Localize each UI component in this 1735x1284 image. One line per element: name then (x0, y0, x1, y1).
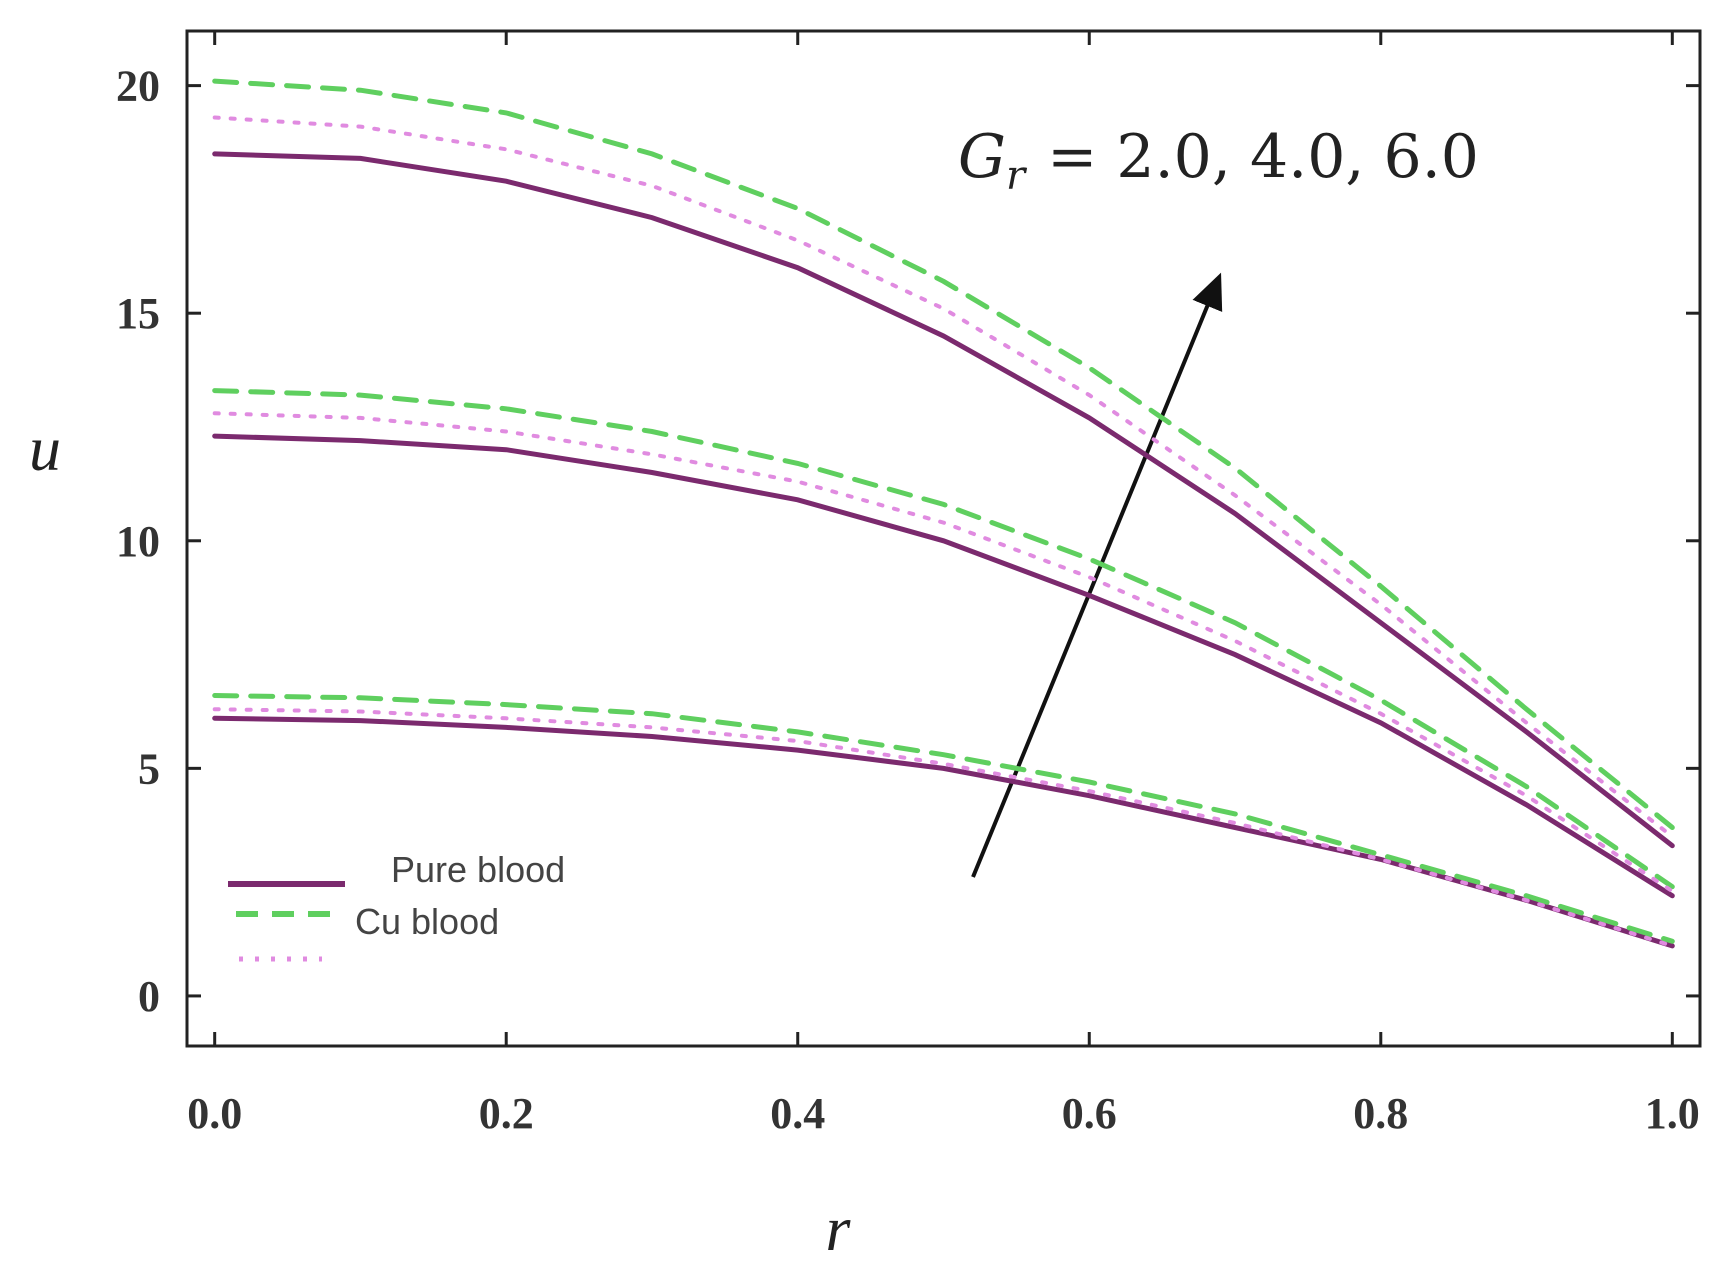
series-line (212, 715, 1675, 949)
annotation-symbol: G (958, 122, 1006, 192)
series-line (212, 78, 1675, 830)
annotation: Gr = 2.0, 4.0, 6.0 (958, 122, 1479, 199)
series-line (212, 411, 1675, 894)
y-tick-label: 10 (116, 517, 160, 566)
legend-label: Pure blood (391, 849, 565, 890)
series-line (212, 707, 1675, 948)
x-tick-label: 0.2 (479, 1089, 534, 1138)
y-tick-label: 15 (116, 289, 160, 338)
y-tick-label: 5 (138, 744, 160, 793)
series-line (212, 151, 1675, 849)
x-tick-label: 0.8 (1353, 1089, 1408, 1138)
x-tick-label: 0.0 (187, 1089, 242, 1138)
y-tick-label: 0 (138, 972, 160, 1021)
x-tick-label: 0.6 (1062, 1089, 1117, 1138)
y-axis-label: u (29, 413, 61, 484)
annotation-subscript: r (1006, 153, 1028, 199)
series-line (212, 693, 1675, 944)
legend-label: Cu blood (355, 901, 499, 942)
plot-frame (185, 29, 1702, 1048)
annotation-text: = 2.0, 4.0, 6.0 (1047, 122, 1479, 192)
y-tick-label: 20 (116, 62, 160, 111)
series-line (212, 115, 1675, 839)
x-tick-label: 0.4 (770, 1089, 825, 1138)
series-line (212, 388, 1675, 890)
x-tick-label: 1.0 (1645, 1089, 1700, 1138)
series-line (212, 433, 1675, 899)
x-axis-label: r (826, 1193, 852, 1264)
